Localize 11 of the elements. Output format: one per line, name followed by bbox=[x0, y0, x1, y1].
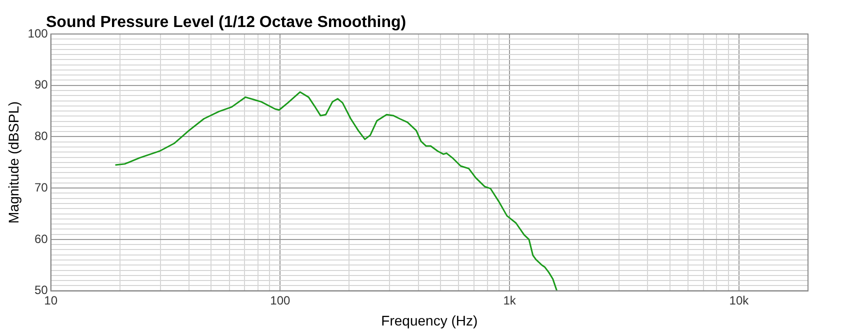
x-tick-label: 1k bbox=[503, 293, 517, 308]
chart-title: Sound Pressure Level (1/12 Octave Smoothing) bbox=[46, 14, 406, 31]
y-tick-label: 70 bbox=[34, 180, 48, 194]
y-tick-label: 90 bbox=[34, 78, 48, 92]
x-tick-label: 10k bbox=[729, 293, 750, 308]
y-tick-label: 100 bbox=[28, 26, 48, 40]
y-tick-label: 80 bbox=[34, 129, 48, 144]
y-axis-title: Magnitude (dBSPL) bbox=[5, 101, 22, 224]
x-tick-label: 100 bbox=[270, 293, 291, 308]
y-tick-label: 60 bbox=[34, 232, 48, 246]
x-axis-title: Frequency (Hz) bbox=[381, 312, 478, 328]
